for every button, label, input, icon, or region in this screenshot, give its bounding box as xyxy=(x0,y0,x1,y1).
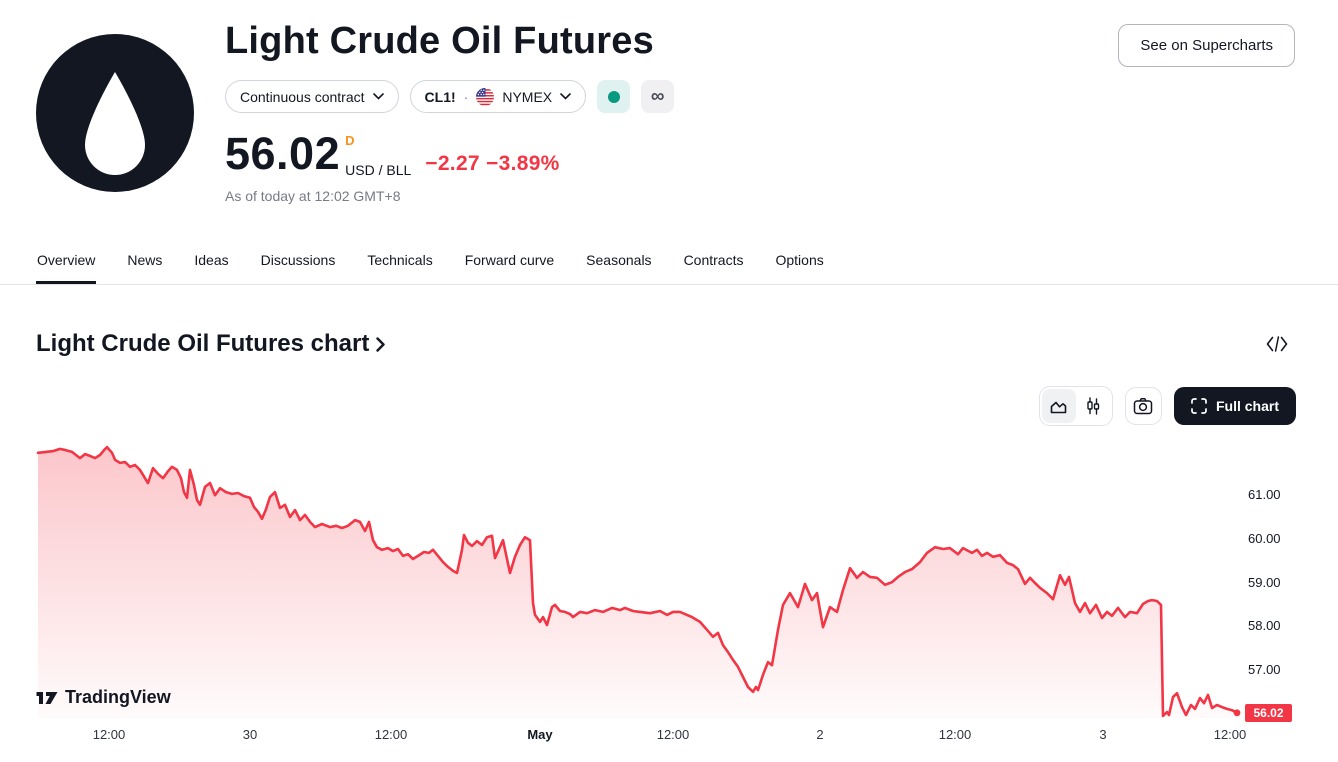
chart-section-link[interactable]: Light Crude Oil Futures chart xyxy=(36,330,386,358)
chart-toolbar: Full chart xyxy=(1038,386,1296,426)
chevron-down-icon xyxy=(372,93,384,100)
camera-icon xyxy=(1134,398,1153,415)
instrument-logo xyxy=(36,34,194,192)
tab-ideas[interactable]: Ideas xyxy=(193,246,229,284)
x-axis-label: May xyxy=(527,727,553,742)
us-flag-icon xyxy=(476,87,495,106)
tab-discussions[interactable]: Discussions xyxy=(260,246,337,284)
x-axis-label: 12:00 xyxy=(938,727,972,742)
tab-options[interactable]: Options xyxy=(774,246,824,284)
as-of-timestamp: As of today at 12:02 GMT+8 xyxy=(225,188,401,204)
last-price-dot xyxy=(1233,709,1241,717)
tradingview-watermark[interactable]: TradingView xyxy=(36,687,171,708)
last-price: 56.02 xyxy=(225,128,341,179)
snapshot-button[interactable] xyxy=(1124,387,1162,425)
code-icon xyxy=(1266,336,1288,352)
y-axis-label: 58.00 xyxy=(1248,618,1281,634)
y-axis-label: 60.00 xyxy=(1248,530,1281,546)
fullscreen-icon xyxy=(1191,398,1207,414)
symbol-label: CL1! xyxy=(424,88,456,105)
separator-dot: · xyxy=(463,88,469,105)
contract-type-label: Continuous contract xyxy=(240,88,365,105)
tab-technicals[interactable]: Technicals xyxy=(366,246,433,284)
price-unit: USD / BLL xyxy=(345,162,412,178)
tradingview-logo-icon xyxy=(36,691,58,704)
full-chart-button[interactable]: Full chart xyxy=(1173,387,1296,425)
tab-overview[interactable]: Overview xyxy=(36,246,97,284)
embed-widget-button[interactable] xyxy=(1264,334,1290,357)
tab-news[interactable]: News xyxy=(126,246,163,284)
candles-style-button[interactable] xyxy=(1076,389,1110,423)
quote-block: 56.02 D USD / BLL −2.27 −3.89% xyxy=(225,128,560,180)
y-axis-label: 61.00 xyxy=(1248,487,1281,503)
area-chart-icon xyxy=(1051,401,1067,413)
symbol-exchange-dropdown[interactable]: CL1! · NYMEX xyxy=(409,80,587,113)
chevron-right-icon xyxy=(376,336,386,352)
price-chart[interactable]: TradingView 61.00 60.00 59.00 58.00 57.00 12… xyxy=(0,440,1338,752)
tab-forward-curve[interactable]: Forward curve xyxy=(464,246,555,284)
chevron-down-icon xyxy=(560,93,571,100)
candlestick-icon xyxy=(1087,397,1100,415)
price-line xyxy=(36,445,1239,718)
area-chart[interactable] xyxy=(0,440,1338,752)
infinity-icon: ∞ xyxy=(650,86,665,107)
area-style-button[interactable] xyxy=(1041,389,1076,423)
market-status-badge[interactable] xyxy=(597,80,631,113)
y-axis-label: 57.00 xyxy=(1248,662,1281,677)
last-price-tag: 56.02 xyxy=(1245,703,1292,722)
tradingview-watermark-label: TradingView xyxy=(65,687,171,707)
change-percent: −3.89% xyxy=(486,152,560,175)
y-axis-label: 59.00 xyxy=(1248,574,1281,590)
x-axis-label: 12:00 xyxy=(656,727,690,742)
tab-contracts[interactable]: Contracts xyxy=(683,246,745,284)
x-axis-label: 2 xyxy=(816,727,824,742)
tab-seasonals[interactable]: Seasonals xyxy=(585,246,652,284)
tab-bar: Overview News Ideas Discussions Technicals Fo… xyxy=(0,246,1338,285)
x-axis-label: 12:00 xyxy=(1213,727,1247,742)
area-fill xyxy=(38,447,1237,718)
symbol-selectors: Continuous contract CL1! · NYMEX xyxy=(225,80,675,113)
timeframe-badge: D xyxy=(345,133,355,148)
full-chart-label: Full chart xyxy=(1215,398,1279,414)
x-axis-label: 12:00 xyxy=(374,727,408,742)
price-change: −2.27 −3.89% xyxy=(425,152,559,176)
continuous-contract-badge[interactable]: ∞ xyxy=(641,80,675,113)
change-absolute: −2.27 xyxy=(425,152,480,175)
contract-type-dropdown[interactable]: Continuous contract xyxy=(225,80,399,113)
x-axis-label: 3 xyxy=(1099,727,1107,742)
see-on-supercharts-button[interactable]: See on Supercharts xyxy=(1118,24,1295,67)
chart-section-title: Light Crude Oil Futures chart xyxy=(36,330,370,357)
oil-drop-icon xyxy=(36,34,194,192)
exchange-label: NYMEX xyxy=(502,88,553,105)
page-title: Light Crude Oil Futures xyxy=(225,20,654,62)
market-open-dot-icon xyxy=(607,90,620,103)
chart-style-switcher xyxy=(1038,386,1113,426)
x-axis-label: 12:00 xyxy=(92,727,126,742)
x-axis-label: 30 xyxy=(242,727,258,742)
